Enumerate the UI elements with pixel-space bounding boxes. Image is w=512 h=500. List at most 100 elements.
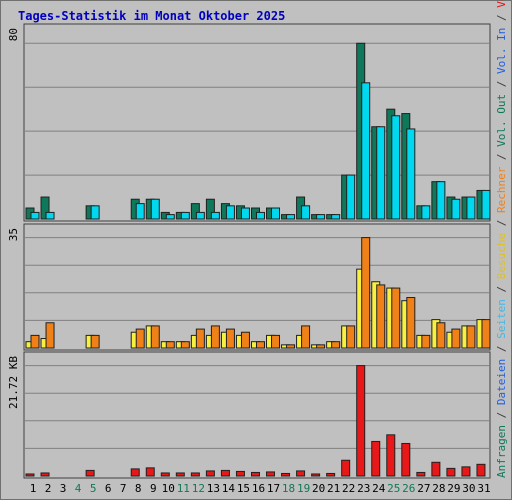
- bar-dateien-day-12: [195, 211, 205, 220]
- bar-volumen-day-22: [341, 459, 351, 477]
- bar-dateien-day-11: [180, 211, 190, 220]
- bar-dateien-day-30: [466, 196, 476, 220]
- bar-dateien-day-31: [481, 189, 491, 220]
- legend-separator: /: [495, 213, 508, 233]
- x-tick-label: 6: [105, 482, 112, 495]
- bar-volumen-day-13: [205, 470, 215, 477]
- legend-separator: /: [495, 147, 508, 167]
- x-tick-label: 10: [162, 482, 175, 495]
- bar-dateien-day-19: [301, 205, 311, 220]
- bar-anfragen-day-13: [205, 198, 215, 220]
- bar-volumen-day-19: [296, 470, 306, 477]
- bar-rechner-day-25: [391, 287, 401, 349]
- bar-dateien-day-1: [30, 211, 40, 220]
- y-max-label: 21.72 KB: [7, 356, 20, 409]
- bar-rechner-day-8: [135, 328, 145, 349]
- x-tick-label: 22: [342, 482, 355, 495]
- legend-entry: Vol. In: [495, 28, 508, 74]
- x-tick-label: 16: [252, 482, 265, 495]
- panels: 80 35 21.72 KB: [7, 23, 491, 479]
- panel-frame: [23, 351, 491, 479]
- bar-rechner-day-22: [346, 325, 356, 349]
- legend-separator: /: [495, 74, 508, 94]
- bar-volumen-day-18: [281, 472, 291, 477]
- x-tick-label: 27: [417, 482, 430, 495]
- bar-rechner-day-19: [301, 325, 311, 349]
- bar-rechner-day-9: [150, 325, 160, 349]
- legend-separator: /: [495, 405, 508, 425]
- bar-dateien-day-17: [271, 207, 281, 220]
- bar-dateien-day-10: [165, 214, 175, 220]
- x-tick-label: 4: [75, 482, 82, 495]
- bar-volumen-day-16: [250, 471, 260, 477]
- x-tick-label: 30: [462, 482, 475, 495]
- bar-rechner-day-18: [286, 344, 296, 349]
- x-tick-label: 20: [312, 482, 325, 495]
- legend-text: Anfragen / Dateien / Seiten / Besuche / …: [495, 0, 508, 478]
- bar-dateien-day-27: [421, 205, 431, 220]
- x-tick-label: 8: [135, 482, 142, 495]
- bar-dateien-day-26: [406, 128, 416, 220]
- bar-rechner-day-5: [90, 334, 100, 349]
- bar-rechner-day-31: [481, 319, 491, 349]
- bar-dateien-day-25: [391, 115, 401, 220]
- bar-dateien-day-13: [210, 211, 220, 220]
- x-tick-label: 31: [477, 482, 490, 495]
- bar-dateien-day-23: [361, 82, 371, 220]
- legend-separator: /: [495, 339, 508, 359]
- bar-dateien-day-21: [331, 214, 341, 220]
- bar-dateien-day-29: [451, 198, 461, 220]
- bar-volumen-day-30: [461, 466, 471, 477]
- x-tick-label: 23: [357, 482, 370, 495]
- bar-rechner-day-2: [45, 322, 55, 349]
- bar-dateien-day-22: [346, 174, 356, 220]
- legend-entry: Anfragen: [495, 425, 508, 478]
- bar-rechner-day-13: [210, 325, 220, 349]
- bar-dateien-day-5: [90, 205, 100, 220]
- x-tick-label: 13: [207, 482, 220, 495]
- bar-volumen-day-31: [476, 463, 486, 477]
- panel-2: 35: [7, 223, 491, 351]
- bar-rechner-day-1: [30, 334, 40, 349]
- panel-1: 80: [7, 23, 491, 222]
- bar-rechner-day-21: [331, 341, 341, 349]
- x-tick-label: 24: [372, 482, 386, 495]
- y-max-label: 35: [7, 228, 20, 241]
- bar-volumen-day-5: [85, 469, 95, 477]
- bar-dateien-day-14: [225, 205, 235, 220]
- bar-volumen-day-8: [130, 468, 140, 477]
- bar-dateien-day-18: [286, 214, 296, 220]
- legend-separator: /: [495, 8, 508, 28]
- x-tick-label: 19: [297, 482, 310, 495]
- panel-frame: [23, 223, 491, 351]
- x-tick-label: 14: [222, 482, 236, 495]
- bar-rechner-day-12: [195, 328, 205, 349]
- bar-rechner-day-30: [466, 325, 476, 349]
- legend-entry: Besuche: [495, 233, 508, 279]
- x-tick-label: 2: [45, 482, 52, 495]
- x-tick-label: 25: [387, 482, 400, 495]
- x-tick-label: 26: [402, 482, 415, 495]
- bar-dateien-day-9: [150, 198, 160, 220]
- right-legend: Anfragen / Dateien / Seiten / Besuche / …: [495, 0, 508, 478]
- legend-entry: Seiten: [495, 299, 508, 339]
- bar-volumen-day-23: [356, 365, 366, 477]
- bar-volumen-day-17: [266, 471, 276, 477]
- legend-entry: Dateien: [495, 359, 508, 405]
- x-tick-label: 28: [432, 482, 445, 495]
- x-tick-label: 17: [267, 482, 280, 495]
- x-tick-label: 3: [60, 482, 67, 495]
- bar-volumen-day-29: [446, 467, 456, 477]
- bar-dateien-day-15: [240, 207, 250, 220]
- x-tick-label: 29: [447, 482, 460, 495]
- bar-volumen-day-25: [386, 434, 396, 477]
- bar-volumen-day-2: [40, 472, 50, 477]
- x-tick-label: 11: [177, 482, 190, 495]
- bar-rechner-day-20: [316, 344, 326, 349]
- bar-rechner-day-29: [451, 328, 461, 349]
- y-max-label: 80: [7, 28, 20, 41]
- bar-anfragen-day-2: [40, 196, 50, 220]
- bar-volumen-day-14: [220, 469, 230, 477]
